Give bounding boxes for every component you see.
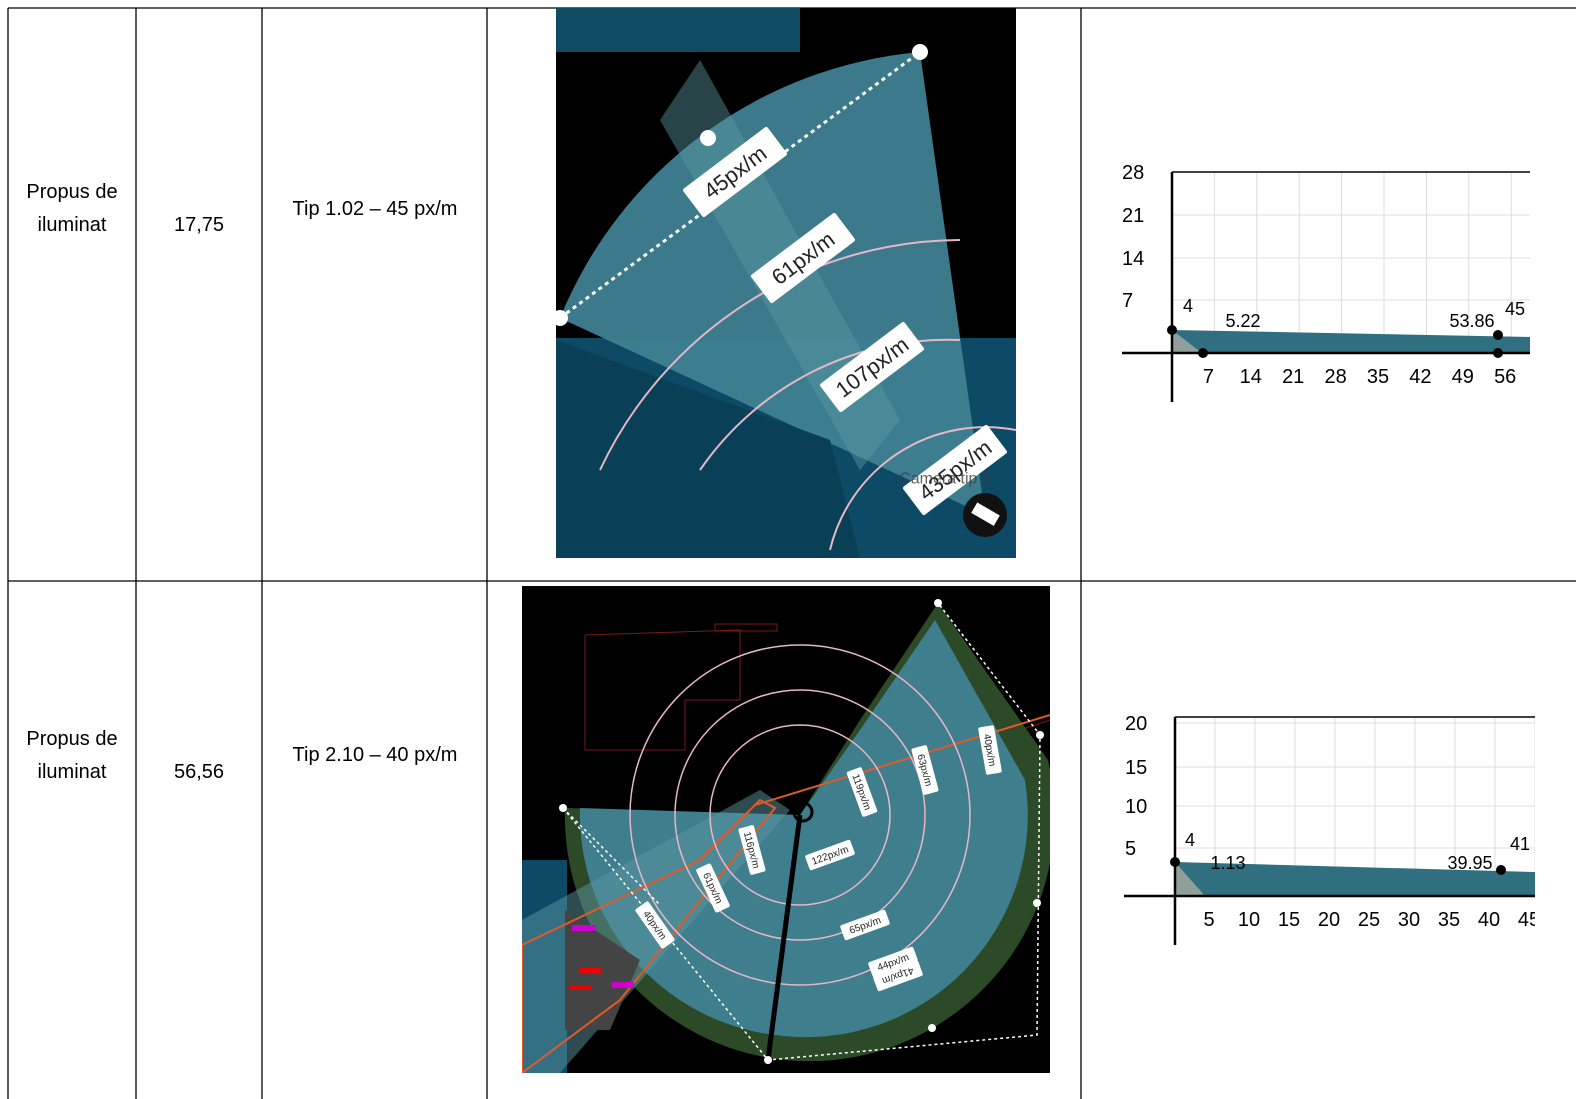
- label-box: [903, 424, 1007, 516]
- label-box: [840, 909, 890, 941]
- area-light: [1175, 862, 1205, 896]
- x-tick-label: 49: [1452, 366, 1474, 388]
- point-label: 4: [1183, 296, 1193, 316]
- label-box: [696, 863, 730, 913]
- point: [1170, 857, 1180, 867]
- point-label: 1.13: [1210, 853, 1245, 873]
- mini-chart: 20 15 10 5 5 10 15 20 25 30 35 40 45 4 1.13 39.95 41: [1124, 713, 1540, 945]
- y-tick-label: 7: [1122, 290, 1133, 312]
- mini-chart: 28 21 14 7 7 14 21 28 35 42 49 56 4 5.22 53.86 45: [1122, 162, 1530, 402]
- point: [1496, 865, 1506, 875]
- point-label: 53.86: [1449, 311, 1494, 331]
- cell-type: Tip 2.10 – 40 px/m: [292, 744, 458, 766]
- y-tick-label: 28: [1122, 162, 1144, 184]
- label-box: [751, 212, 855, 304]
- map-label: Camera tip 1: [899, 471, 991, 488]
- x-tick-label: 20: [1318, 909, 1340, 931]
- cell-value: 56,56: [173, 761, 225, 783]
- map-label: 63px/m: [911, 745, 939, 795]
- label-box: [978, 725, 1002, 775]
- label-box: [911, 745, 939, 795]
- x-tick-label: 30: [1398, 909, 1420, 931]
- label-box: [635, 901, 675, 949]
- label-box: [873, 960, 923, 992]
- map-labels: 40px/m63px/m119px/m116px/m61px/m40px/m12…: [635, 725, 1002, 992]
- x-tick-label: 45: [1518, 909, 1540, 931]
- cell-type: Tip 1.02 – 45 px/m: [292, 198, 458, 220]
- cell-value: 17,75: [173, 214, 225, 236]
- point-label: 39.95: [1447, 853, 1492, 873]
- x-tick-label: 56: [1494, 366, 1516, 388]
- y-tick-label: 21: [1122, 205, 1144, 227]
- x-tick-label: 5: [1203, 909, 1214, 931]
- table-borders: [7, 7, 1576, 1099]
- x-tick-label: 15: [1278, 909, 1300, 931]
- map-label: 40px/m: [978, 725, 1002, 775]
- map-label-text: Camera tip 1: [899, 471, 991, 488]
- label-box: [846, 767, 878, 817]
- point: [1493, 330, 1503, 340]
- label-box: [738, 825, 766, 875]
- label-box: [683, 126, 787, 218]
- x-tick-label: 40: [1478, 909, 1500, 931]
- y-tick-label: 10: [1125, 796, 1147, 818]
- cell-name: Propus de iluminat: [26, 181, 118, 236]
- x-tick-label: 25: [1358, 909, 1380, 931]
- area: [1172, 330, 1530, 353]
- point-label: 4: [1185, 830, 1195, 850]
- point-label: 41: [1510, 834, 1530, 854]
- x-tick-label: 14: [1240, 366, 1262, 388]
- label-box: [805, 839, 855, 871]
- y-tick-label: 20: [1125, 713, 1147, 735]
- y-tick-label: 14: [1122, 248, 1144, 270]
- x-tick-label: 21: [1282, 366, 1304, 388]
- label-box: [820, 321, 924, 413]
- area: [1175, 862, 1535, 896]
- x-tick-label: 35: [1367, 366, 1389, 388]
- point-label: 45: [1505, 299, 1525, 319]
- x-tick-label: 10: [1238, 909, 1260, 931]
- label-box: [868, 946, 918, 978]
- x-tick-label: 28: [1324, 366, 1346, 388]
- x-tick-label: 7: [1203, 366, 1214, 388]
- y-tick-label: 15: [1125, 757, 1147, 779]
- map-label: 45px/m: [683, 126, 787, 218]
- point: [1198, 348, 1208, 358]
- x-tick-label: 42: [1409, 366, 1431, 388]
- point-label: 5.22: [1225, 311, 1260, 331]
- point: [1493, 348, 1503, 358]
- point: [1167, 325, 1177, 335]
- area-light: [1172, 330, 1202, 353]
- y-tick-label: 5: [1125, 838, 1136, 860]
- x-tick-label: 35: [1438, 909, 1460, 931]
- cell-name: Propus de iluminat: [26, 728, 118, 783]
- map-image: [522, 586, 1050, 1073]
